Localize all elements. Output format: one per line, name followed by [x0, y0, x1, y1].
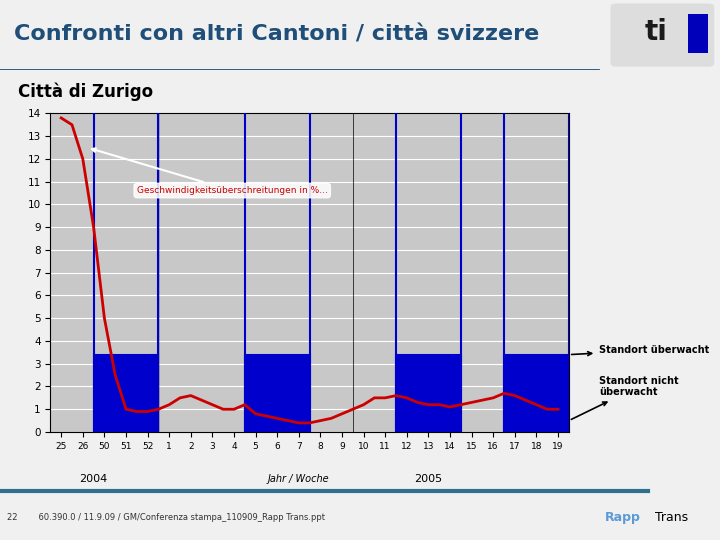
Text: Standort überwacht: Standort überwacht [572, 345, 709, 355]
Text: Trans: Trans [655, 511, 688, 524]
Text: 2005: 2005 [414, 474, 443, 484]
Text: Geschwindigkeitsüberschreitungen in %...: Geschwindigkeitsüberschreitungen in %... [92, 148, 328, 195]
FancyBboxPatch shape [611, 3, 714, 66]
Text: ti: ti [645, 18, 668, 45]
Text: Rapp: Rapp [605, 511, 641, 524]
Bar [245, 355, 310, 432]
Bar [504, 355, 569, 432]
Text: Città di Zurigo: Città di Zurigo [18, 83, 153, 101]
Text: Confronti con altri Cantoni / città svizzere: Confronti con altri Cantoni / città sviz… [14, 24, 540, 45]
Bar [396, 355, 461, 432]
Text: Standort nicht
überwacht: Standort nicht überwacht [571, 376, 679, 420]
Bar [688, 14, 708, 52]
Bar [94, 355, 158, 432]
Text: Jahr / Woche: Jahr / Woche [268, 474, 330, 484]
Text: 2004: 2004 [79, 474, 108, 484]
Text: 22        60.390.0 / 11.9.09 / GM/Conferenza stampa_110909_Rapp Trans.ppt: 22 60.390.0 / 11.9.09 / GM/Conferenza st… [7, 513, 325, 522]
